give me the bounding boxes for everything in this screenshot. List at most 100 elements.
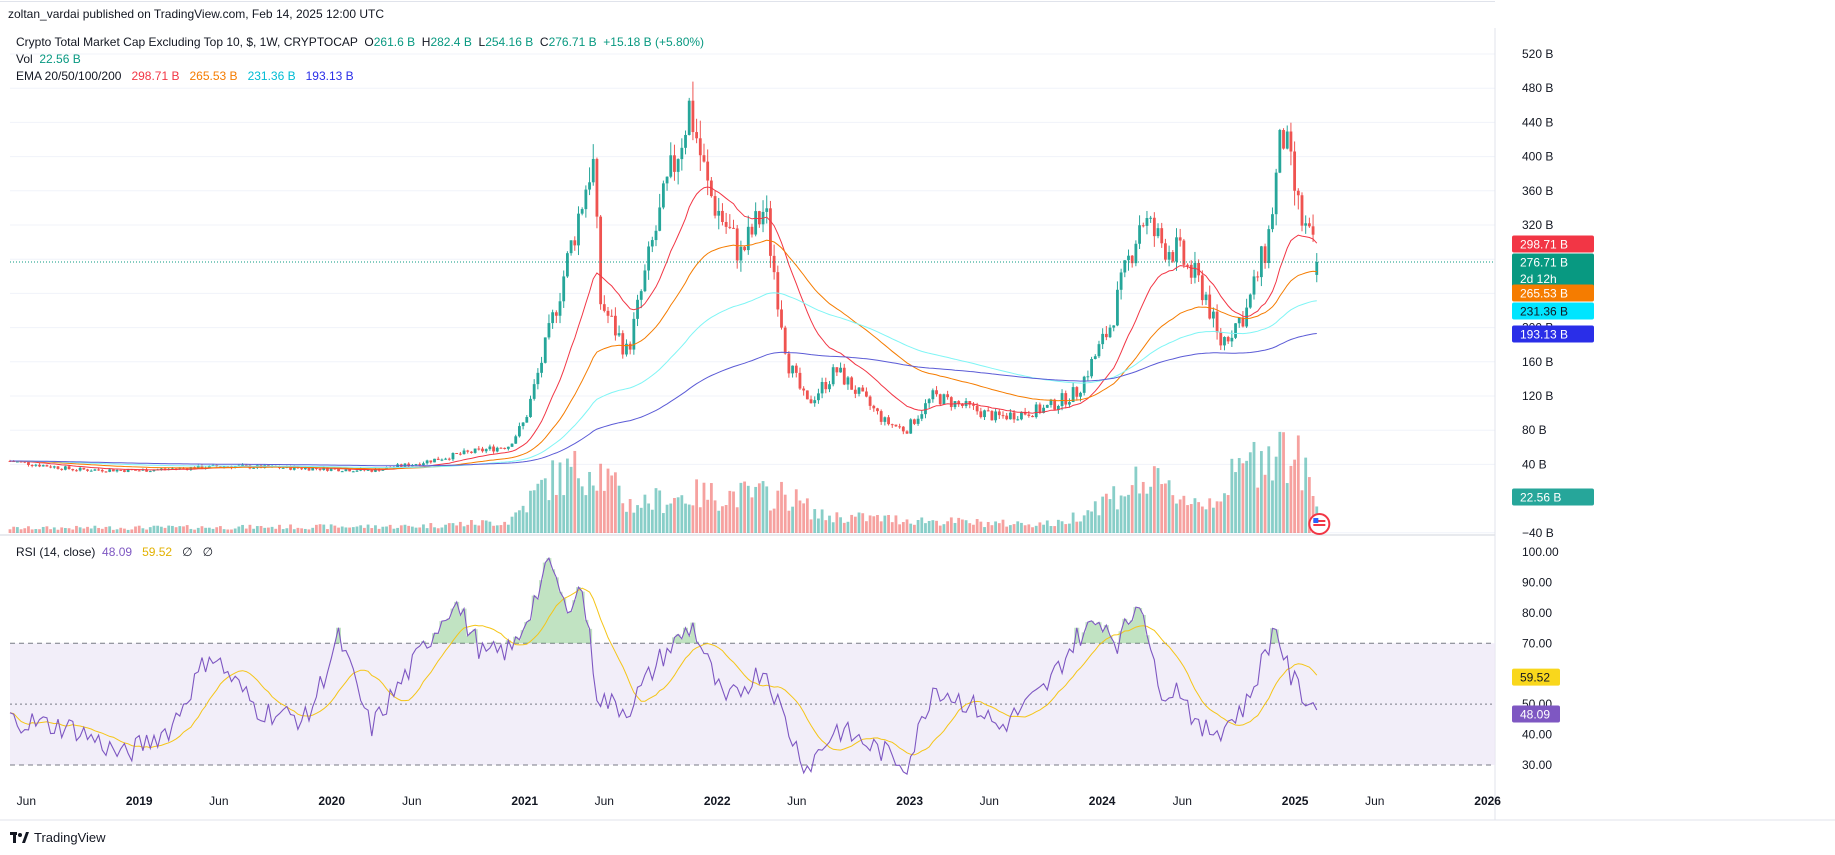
rsi-label[interactable]: RSI (14, close) bbox=[16, 545, 96, 559]
volume-bar bbox=[946, 521, 950, 533]
volume-bar bbox=[842, 522, 846, 533]
volume-bar bbox=[340, 526, 344, 533]
volume-bar bbox=[466, 524, 470, 533]
volume-bar bbox=[30, 529, 34, 533]
volume-bar bbox=[374, 525, 377, 533]
time-tick-label: Jun bbox=[402, 794, 421, 808]
candle-body bbox=[1211, 311, 1215, 319]
volume-bar bbox=[1300, 490, 1304, 533]
candle-body bbox=[422, 463, 425, 466]
candle-body bbox=[307, 467, 311, 471]
volume-bar bbox=[418, 527, 422, 533]
candle-body bbox=[602, 304, 606, 311]
candle-body bbox=[850, 377, 854, 390]
candle-body bbox=[960, 403, 964, 407]
volume-bar bbox=[403, 524, 407, 533]
candle-body bbox=[82, 467, 86, 470]
flag-canton bbox=[1313, 518, 1319, 523]
candle-body bbox=[798, 372, 802, 389]
candle-body bbox=[244, 464, 248, 466]
volume-bar bbox=[573, 450, 577, 533]
symbol-title[interactable]: Crypto Total Market Cap Excluding Top 10… bbox=[16, 35, 358, 49]
volume-bar bbox=[1149, 486, 1153, 533]
publisher-line: zoltan_vardai published on TradingView.c… bbox=[8, 7, 385, 21]
open-label: O bbox=[364, 35, 374, 49]
candle-body bbox=[60, 468, 64, 470]
volume-bar bbox=[1027, 524, 1031, 533]
candle-body bbox=[1230, 337, 1234, 342]
volume-bar bbox=[152, 525, 156, 533]
candle-body bbox=[924, 403, 927, 415]
volume-bar bbox=[171, 525, 174, 533]
volume-bar bbox=[119, 527, 123, 533]
volume-bar bbox=[1034, 525, 1038, 533]
price-tick-label: 400 B bbox=[1522, 150, 1553, 164]
candle-body bbox=[1034, 404, 1038, 418]
candle-body bbox=[318, 468, 322, 471]
candle-body bbox=[1219, 332, 1223, 346]
candle-body bbox=[1020, 411, 1023, 420]
candle-body bbox=[558, 301, 562, 316]
rsi-axis[interactable]: 100.0090.0080.0070.0060.0050.0040.0030.0… bbox=[1512, 545, 1560, 772]
price-tick-label: 80 B bbox=[1522, 423, 1547, 437]
candle-body bbox=[514, 436, 518, 444]
candle-body bbox=[337, 468, 340, 472]
candle-body bbox=[525, 417, 529, 423]
volume-bar bbox=[1090, 511, 1093, 533]
volume-bar bbox=[473, 524, 477, 533]
candle-body bbox=[625, 343, 628, 355]
candle-body bbox=[805, 390, 809, 400]
time-axis[interactable]: Jun 2019 Jun 2020 Jun 2021 Jun 2022 Jun 2023 Jun 20… bbox=[17, 794, 1502, 808]
candle-body bbox=[901, 426, 905, 432]
candle-body bbox=[617, 333, 621, 336]
volume-bar bbox=[237, 526, 241, 533]
candle-body bbox=[1130, 255, 1134, 264]
candle-body bbox=[765, 208, 769, 212]
volume-bar bbox=[706, 499, 710, 533]
volume-bar bbox=[850, 514, 854, 533]
tradingview-brand[interactable]: TradingView bbox=[10, 830, 106, 845]
candle-body bbox=[1090, 359, 1093, 377]
volume-bar bbox=[78, 527, 82, 533]
candle-body bbox=[721, 210, 724, 222]
candle-body bbox=[828, 384, 831, 390]
price-badge bbox=[1512, 284, 1594, 302]
volume-bar bbox=[222, 529, 226, 533]
candle-body bbox=[931, 390, 935, 400]
time-tick-label: 2022 bbox=[704, 794, 731, 808]
volume-bar bbox=[743, 481, 746, 533]
volume-bar bbox=[370, 528, 374, 533]
candle-body bbox=[1138, 225, 1141, 244]
candle-body bbox=[374, 468, 377, 472]
time-tick-label: Jun bbox=[787, 794, 806, 808]
volume-bar bbox=[1241, 463, 1245, 533]
volume-bar bbox=[1012, 524, 1016, 533]
candle-body bbox=[588, 182, 591, 190]
volume-bar bbox=[1108, 499, 1112, 533]
candle-body bbox=[949, 397, 953, 408]
volume-label[interactable]: Vol bbox=[16, 52, 33, 66]
time-tick-label: Jun bbox=[1173, 794, 1192, 808]
volume-bar bbox=[602, 490, 606, 533]
candle-body bbox=[1042, 407, 1045, 413]
candle-body bbox=[1263, 246, 1267, 263]
volume-bar bbox=[912, 524, 916, 533]
candle-body bbox=[252, 467, 256, 469]
candle-body bbox=[86, 469, 89, 471]
time-tick-label: 2025 bbox=[1282, 794, 1309, 808]
volume-bar bbox=[1082, 515, 1086, 533]
volume-bar bbox=[1049, 526, 1053, 533]
candle-body bbox=[680, 147, 684, 160]
time-tick-label: 2024 bbox=[1089, 794, 1116, 808]
candle-body bbox=[658, 207, 662, 231]
candle-body bbox=[1005, 415, 1009, 420]
candle-body bbox=[783, 327, 787, 354]
volume-bar bbox=[1056, 519, 1060, 533]
candle-body bbox=[927, 399, 931, 404]
candle-body bbox=[484, 449, 488, 452]
volume-bar bbox=[1200, 506, 1204, 533]
ema-label[interactable]: EMA 20/50/100/200 bbox=[16, 69, 122, 83]
rsi-tick-label: 100.00 bbox=[1522, 545, 1559, 559]
